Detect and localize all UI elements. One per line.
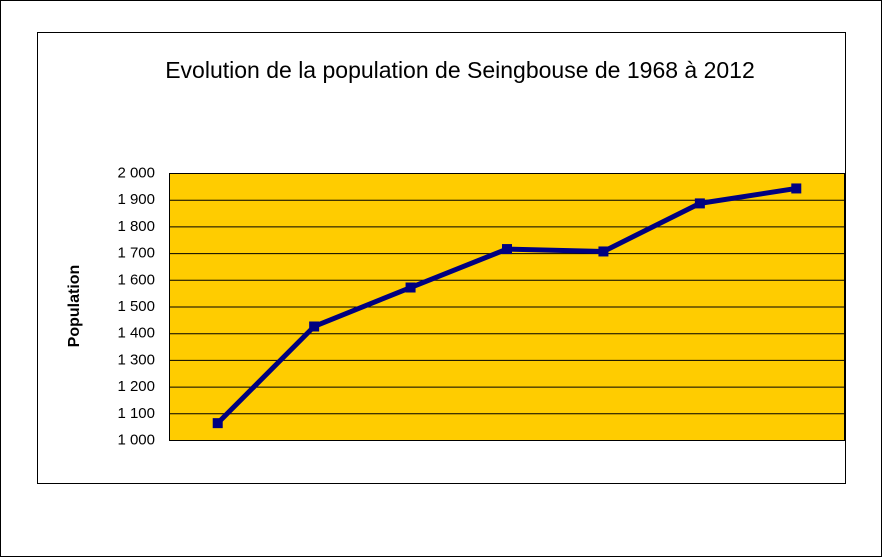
y-tick-label: 2 000 <box>117 164 155 181</box>
y-tick-label: 1 300 <box>117 351 155 368</box>
y-tick-label: 1 000 <box>117 431 155 448</box>
y-tick-label: 1 800 <box>117 218 155 235</box>
y-axis-label: Population <box>66 265 83 348</box>
y-tick-label: 1 600 <box>117 271 155 288</box>
y-tick-label: 1 900 <box>117 191 155 208</box>
y-tick-label: 1 700 <box>117 245 155 262</box>
y-tick-label: 1 400 <box>117 325 155 342</box>
data-marker <box>694 198 705 209</box>
data-marker <box>405 282 416 293</box>
data-marker <box>309 321 320 332</box>
data-marker <box>212 418 223 429</box>
y-tick-label: 1 100 <box>117 405 155 422</box>
data-marker <box>791 183 802 194</box>
y-tick-label: 1 500 <box>117 298 155 315</box>
data-marker <box>502 244 512 255</box>
data-marker <box>598 246 609 257</box>
y-tick-label: 1 200 <box>117 378 155 395</box>
chart-title: Evolution de la population de Seingbouse… <box>165 57 755 83</box>
